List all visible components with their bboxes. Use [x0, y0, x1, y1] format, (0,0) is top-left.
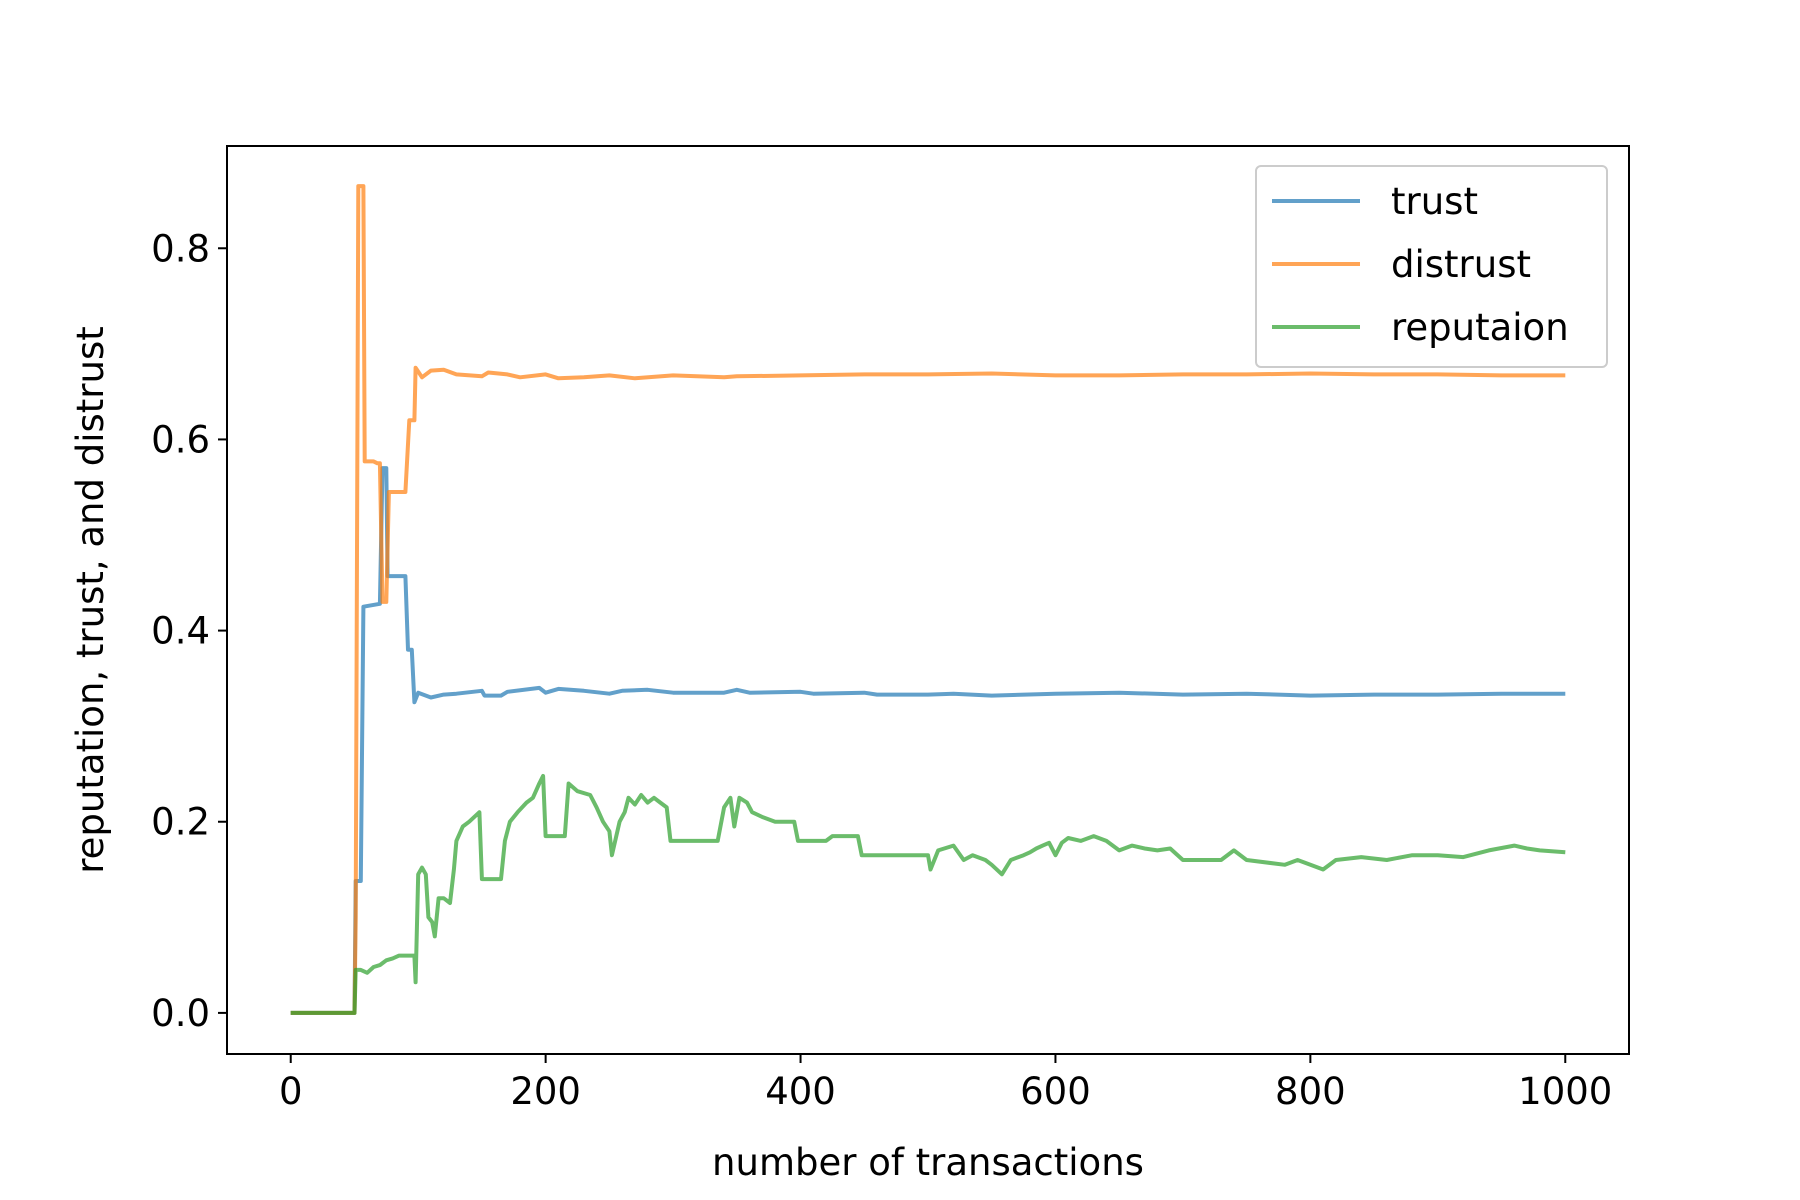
legend-label-reputaion: reputaion [1391, 306, 1569, 349]
plot-lines [290, 184, 1566, 1015]
x-tick-label: 800 [1275, 1070, 1346, 1113]
legend: trust distrust reputaion [1255, 165, 1608, 368]
x-tick-label: 400 [765, 1070, 836, 1113]
x-axis-ticks: 0 200 400 600 800 1000 [279, 1054, 1612, 1113]
series-line-distrust [290, 184, 1566, 1015]
x-tick-label: 600 [1020, 1070, 1091, 1113]
y-tick-label: 0.8 [151, 227, 210, 270]
y-tick-label: 0.2 [151, 801, 210, 844]
y-axis-ticks: 0.0 0.2 0.4 0.6 0.8 [151, 227, 227, 1035]
y-tick-label: 0.0 [151, 992, 210, 1035]
plot-frame [226, 145, 1630, 1055]
y-tick-label: 0.4 [151, 610, 210, 653]
y-axis-title: reputation, trust, and distrust [69, 326, 112, 874]
x-tick-label: 200 [510, 1070, 581, 1113]
y-tick-label: 0.6 [151, 418, 210, 461]
legend-box [1255, 165, 1608, 368]
legend-label-trust: trust [1391, 180, 1478, 223]
x-tick-label: 0 [279, 1070, 303, 1113]
series-line-trust [290, 466, 1566, 1015]
x-axis-title: number of transactions [712, 1141, 1144, 1184]
x-tick-label: 1000 [1518, 1070, 1612, 1113]
legend-label-distrust: distrust [1391, 243, 1531, 286]
series-line-reputaion [290, 773, 1566, 1015]
